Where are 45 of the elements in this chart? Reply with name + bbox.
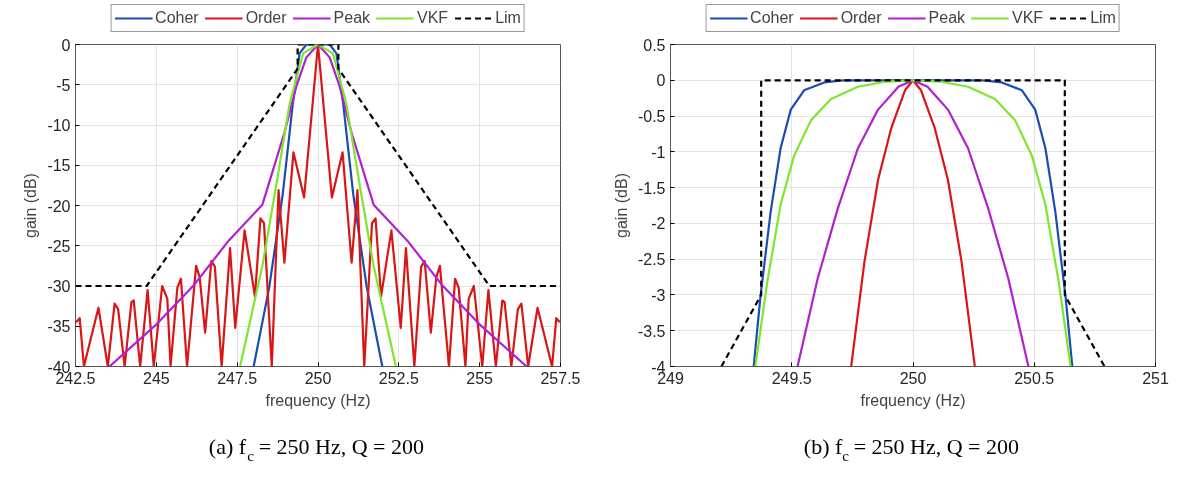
x-tick-label: 257.5 bbox=[540, 369, 581, 387]
x-axis-title: frequency (Hz) bbox=[265, 391, 371, 409]
legend-label: VKF bbox=[1012, 9, 1044, 27]
x-tick-label: 249.5 bbox=[771, 369, 812, 387]
line-series bbox=[252, 44, 384, 367]
line-series bbox=[238, 44, 398, 367]
legend-label: Peak bbox=[333, 9, 371, 27]
legend-label: Lim bbox=[495, 9, 521, 27]
legend-label: Coher bbox=[155, 9, 199, 27]
legend-label: Order bbox=[840, 9, 882, 27]
y-tick-label: -10 bbox=[47, 117, 71, 134]
y-tick-label: -15 bbox=[47, 157, 71, 175]
legend-label: Coher bbox=[750, 9, 794, 27]
y-tick-label: 0.5 bbox=[643, 36, 666, 54]
y-tick-label: 0 bbox=[61, 36, 71, 54]
y-tick-label: -3.5 bbox=[637, 322, 666, 340]
y-tick-label: -35 bbox=[47, 318, 71, 336]
line-series bbox=[850, 79, 976, 367]
y-axis-title: gain (dB) bbox=[612, 173, 630, 238]
x-axis-title: frequency (Hz) bbox=[860, 391, 966, 409]
x-tick-label: 255 bbox=[466, 369, 494, 387]
x-tick-label: 250 bbox=[304, 369, 332, 387]
x-tick-label: 250 bbox=[899, 369, 927, 387]
y-tick-label: -2 bbox=[651, 215, 666, 233]
legend-label: VKF bbox=[417, 9, 449, 27]
y-axis-title: gain (dB) bbox=[22, 173, 40, 238]
y-tick-label: -20 bbox=[47, 197, 71, 215]
y-tick-label: 0 bbox=[656, 72, 666, 90]
legend-label: Order bbox=[245, 9, 287, 27]
y-tick-label: -5 bbox=[56, 76, 71, 94]
y-tick-label: -2.5 bbox=[637, 251, 666, 269]
x-tick-label: 251 bbox=[1142, 369, 1169, 387]
line-series bbox=[796, 79, 1030, 367]
y-tick-label: -3 bbox=[651, 286, 666, 304]
y-tick-label: -25 bbox=[47, 237, 71, 255]
y-tick-label: -30 bbox=[47, 278, 71, 295]
x-tick-label: 247.5 bbox=[217, 369, 258, 387]
x-tick-label: 250.5 bbox=[1014, 369, 1055, 387]
y-tick-label: -1.5 bbox=[637, 179, 666, 197]
y-tick-label: -1 bbox=[651, 143, 666, 161]
y-tick-label: -0.5 bbox=[637, 108, 666, 126]
x-tick-label: 252.5 bbox=[378, 369, 419, 387]
x-tick-label: 245 bbox=[142, 369, 170, 387]
legend-label: Lim bbox=[1090, 9, 1116, 27]
legend-label: Peak bbox=[928, 9, 966, 27]
